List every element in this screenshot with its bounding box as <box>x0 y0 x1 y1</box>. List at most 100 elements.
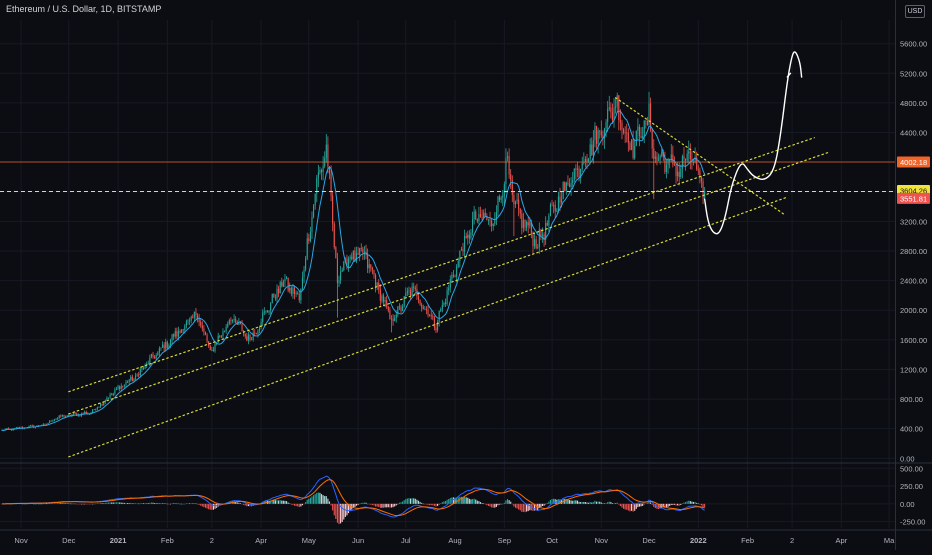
candle-body <box>635 130 637 146</box>
macd-bar <box>340 503 342 524</box>
candle-body <box>630 139 633 150</box>
macd-bar <box>375 503 377 507</box>
macd-bar <box>685 502 687 504</box>
candle-body <box>467 234 469 238</box>
macd-bar <box>162 502 164 504</box>
candle-body <box>677 171 679 177</box>
macd-bar <box>71 503 73 505</box>
candle-body <box>567 182 569 185</box>
candle-body <box>578 168 580 179</box>
candle-body <box>133 378 135 381</box>
macd-bar <box>475 499 477 504</box>
candle-body <box>106 397 108 401</box>
macd-bar <box>422 503 424 505</box>
candle-body <box>61 415 63 417</box>
macd-bar <box>34 503 36 505</box>
time-axis-tick-label: Feb <box>161 536 174 545</box>
macd-bar <box>141 503 143 504</box>
candle-body <box>551 204 553 206</box>
macd-bar <box>278 500 280 504</box>
candle-body <box>354 250 356 262</box>
candle-body <box>327 144 329 167</box>
candle-body <box>557 196 559 212</box>
macd-bar <box>96 503 98 504</box>
macd-bar <box>293 503 296 506</box>
macd-bar <box>373 503 375 506</box>
candle-body <box>282 281 284 287</box>
candle-body <box>556 211 558 213</box>
macd-bar <box>632 503 634 512</box>
macd-bar <box>52 503 54 504</box>
macd-bar <box>559 499 561 504</box>
candle-body <box>673 164 675 166</box>
candle-body <box>562 182 564 199</box>
candle-body <box>518 199 520 209</box>
candle-body <box>400 306 402 311</box>
macd-bar <box>268 500 270 504</box>
macd-bar <box>349 503 351 512</box>
time-axis-tick-label: Jul <box>401 536 411 545</box>
macd-bar <box>100 503 102 504</box>
time-axis-tick-label: Jun <box>352 536 364 545</box>
candle-body <box>155 355 157 359</box>
macd-bar <box>211 503 213 510</box>
macd-bar <box>174 503 176 504</box>
macd-bar <box>580 502 582 504</box>
candle-body <box>128 379 130 383</box>
candle-body <box>491 220 493 227</box>
macd-bar <box>305 502 307 504</box>
candle-body <box>489 219 491 221</box>
macd-bar <box>441 502 443 504</box>
macd-bar <box>514 503 517 508</box>
macd-bar <box>546 502 548 504</box>
macd-bar <box>433 503 435 506</box>
macd-bar <box>548 501 550 504</box>
candle-body <box>49 420 51 423</box>
macd-bar <box>163 503 165 504</box>
candle-body <box>651 129 653 149</box>
candle-body <box>513 194 515 205</box>
candle-body <box>98 406 100 408</box>
candle-body <box>510 174 512 181</box>
candle-body <box>257 330 259 335</box>
candle-body <box>700 176 703 182</box>
macd-bar <box>494 503 496 508</box>
macd-bar <box>168 503 170 505</box>
candle-body <box>659 156 661 160</box>
price-level-label: 4002.18 <box>900 158 927 167</box>
candle-body <box>168 344 170 349</box>
macd-bar <box>357 503 359 505</box>
currency-button[interactable]: USD <box>905 5 925 18</box>
candle-body <box>624 132 626 134</box>
macd-bar <box>686 501 688 504</box>
candle-body <box>65 416 67 418</box>
candle-body <box>239 322 242 325</box>
macd-bar <box>166 503 168 505</box>
macd-bar <box>181 503 183 505</box>
price-axis-tick-label: 5200.00 <box>900 69 927 78</box>
macd-bar <box>456 497 458 504</box>
candle-body <box>470 232 472 239</box>
candle-body <box>173 334 175 337</box>
candle-body <box>57 418 59 420</box>
candle-body <box>408 290 410 292</box>
candle-body <box>107 397 110 399</box>
macd-bar <box>336 503 338 523</box>
candle-body <box>341 270 343 272</box>
macd-bar <box>611 503 614 504</box>
candle-body <box>309 232 311 242</box>
candle-body <box>503 184 505 196</box>
candle-body <box>367 254 369 269</box>
candle-body <box>100 404 102 407</box>
macd-bar <box>355 503 358 506</box>
candle-body <box>317 172 319 179</box>
candle-body <box>373 270 375 276</box>
macd-bar <box>621 503 623 508</box>
macd-bar <box>387 503 389 508</box>
price-axis-tick-label: 400.00 <box>900 425 923 434</box>
candle-body <box>238 322 240 325</box>
candle-body <box>120 385 122 389</box>
candle-body <box>589 144 591 159</box>
macd-bar <box>665 503 668 508</box>
